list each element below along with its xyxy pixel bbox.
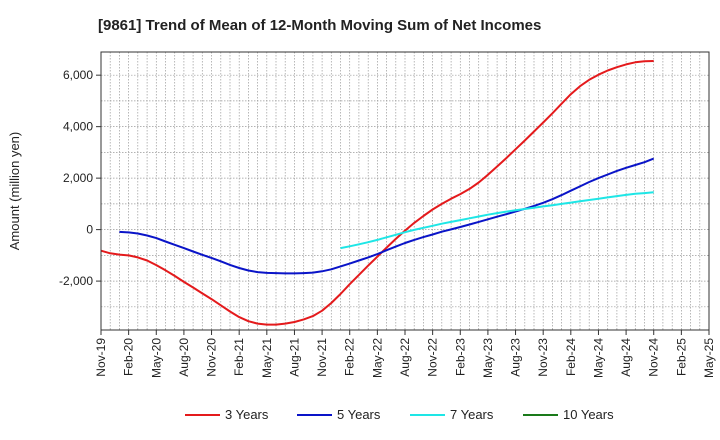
x-tick-label: Aug-23	[509, 338, 523, 377]
x-tick-label: Aug-22	[398, 338, 412, 377]
y-tick-label: -2,000	[59, 274, 93, 288]
x-tick-label: Feb-24	[564, 338, 578, 376]
chart-title: [9861] Trend of Mean of 12-Month Moving …	[98, 17, 541, 34]
x-tick-label: Nov-24	[647, 338, 661, 377]
x-tick-label: May-21	[260, 338, 274, 378]
y-axis-label: Amount (million yen)	[7, 132, 22, 251]
series-line-2	[119, 157, 655, 275]
y-tick-label: 2,000	[63, 171, 93, 185]
x-tick-label: Nov-21	[315, 338, 329, 377]
y-tick-label: 6,000	[63, 68, 93, 82]
x-tick-label: Aug-24	[619, 338, 633, 377]
x-tick-label: Aug-20	[177, 338, 191, 377]
plot-area: -2,000 0 2,000 4,000 6,000 Nov-19 Feb-20 May-20…	[59, 51, 716, 378]
legend-label-1: 3 Years	[225, 407, 269, 422]
series-line-3	[340, 191, 654, 250]
x-tick-label: Feb-23	[453, 338, 467, 376]
x-tick-label: Nov-19	[94, 338, 108, 377]
y-tick-label: 0	[86, 223, 93, 237]
x-tick-label: Nov-23	[536, 338, 550, 377]
legend-label-3: 7 Years	[450, 407, 494, 422]
x-tick-label: Feb-22	[343, 338, 357, 376]
y-tick-label: 4,000	[63, 120, 93, 134]
x-tick-label: May-24	[591, 338, 605, 378]
x-tick-label: Nov-20	[205, 338, 219, 377]
legend: 3 Years 5 Years 7 Years 10 Years	[185, 407, 614, 422]
series-line-1	[100, 60, 654, 326]
x-tick-label: May-20	[149, 338, 163, 378]
x-tick-label: Feb-21	[232, 338, 246, 376]
x-tick-label: Aug-21	[287, 338, 301, 377]
x-tick-label: Feb-25	[674, 338, 688, 376]
x-tick-label: Nov-22	[426, 338, 440, 377]
x-tick-label: May-25	[702, 338, 716, 378]
legend-label-4: 10 Years	[563, 407, 614, 422]
legend-label-2: 5 Years	[337, 407, 381, 422]
x-tick-label: Feb-20	[122, 338, 136, 376]
x-tick-label: May-22	[370, 338, 384, 378]
x-tick-label: May-23	[481, 338, 495, 378]
y-axis-label-group: Amount (million yen)	[7, 132, 22, 251]
